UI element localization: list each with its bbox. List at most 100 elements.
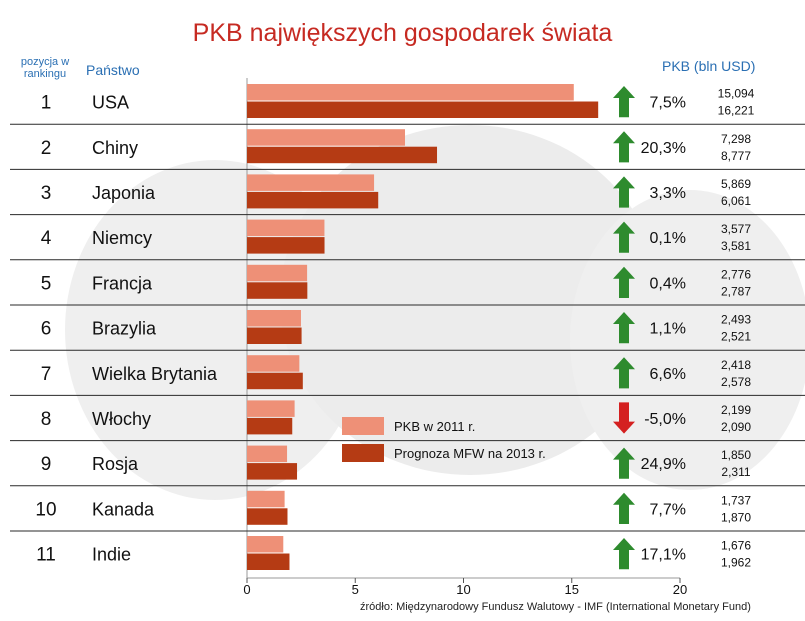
bar-2011 — [247, 264, 308, 282]
bg-bag-right — [570, 190, 805, 490]
bar-2013 — [247, 417, 293, 435]
value-2013-label: 6,061 — [721, 194, 751, 208]
change-percent: 0,4% — [650, 275, 686, 292]
x-tick-label: 20 — [673, 582, 687, 597]
country-label: USA — [92, 93, 129, 113]
value-2013-label: 3,581 — [721, 239, 751, 253]
bar-2013 — [247, 101, 599, 118]
value-2013-label: 8,777 — [721, 149, 751, 163]
arrow-down-icon — [613, 402, 635, 434]
bar-2011 — [247, 129, 406, 146]
bar-2013 — [247, 463, 298, 480]
arrow-up-icon — [613, 447, 635, 479]
value-2013-label: 2,578 — [721, 375, 751, 389]
change-percent: 7,5% — [650, 95, 686, 112]
bar-2013 — [247, 553, 290, 570]
bar-2013 — [247, 191, 379, 209]
bar-2011 — [247, 490, 285, 508]
rank-column-header: pozycja w rankingu — [20, 56, 70, 80]
x-tick-label: 0 — [243, 582, 250, 597]
change-percent: 6,6% — [650, 366, 686, 383]
country-label: Wielka Brytania — [92, 364, 218, 384]
rank-number: 3 — [41, 183, 52, 204]
rank-number: 5 — [41, 273, 52, 294]
country-label: Francja — [92, 273, 153, 293]
change-percent: 0,1% — [650, 230, 686, 247]
change-percent: 1,1% — [650, 321, 686, 338]
country-label: Brazylia — [92, 319, 157, 339]
bar-2013 — [247, 327, 302, 344]
bar-2011 — [247, 400, 295, 417]
bar-2011 — [247, 445, 288, 463]
country-label: Japonia — [92, 183, 156, 203]
bar-2011 — [247, 355, 300, 372]
legend-label-2013: Prognoza MFW na 2013 r. — [394, 446, 546, 461]
source-note: źródło: Międzynarodowy Fundusz Walutowy … — [360, 601, 751, 613]
value-2013-label: 2,787 — [721, 284, 751, 298]
arrow-up-icon — [613, 86, 635, 118]
legend-label-2011: PKB w 2011 r. — [394, 419, 475, 434]
bar-2013 — [247, 237, 325, 254]
rank-number: 8 — [41, 409, 52, 430]
value-2011-label: 3,577 — [721, 222, 751, 236]
bar-2013 — [247, 146, 438, 164]
rank-number: 11 — [36, 545, 56, 566]
rank-number: 1 — [41, 93, 52, 114]
change-percent: 3,3% — [650, 185, 686, 202]
bar-2011 — [247, 84, 574, 101]
value-2013-label: 16,221 — [718, 104, 755, 118]
bar-2013 — [247, 282, 308, 299]
change-percent: 17,1% — [641, 547, 686, 564]
country-label: Niemcy — [92, 228, 152, 248]
x-tick-label: 10 — [456, 582, 470, 597]
country-label: Kanada — [92, 499, 155, 519]
rank-number: 4 — [41, 228, 52, 249]
value-2011-label: 1,676 — [721, 539, 751, 553]
country-label: Chiny — [92, 138, 138, 158]
change-percent: -5,0% — [644, 411, 686, 428]
country-column-header: Państwo — [86, 62, 140, 78]
value-2011-label: 7,298 — [721, 132, 751, 146]
arrow-up-icon — [613, 221, 635, 253]
rank-number: 6 — [41, 319, 52, 340]
value-2013-label: 1,962 — [721, 556, 751, 570]
arrow-up-icon — [613, 357, 635, 389]
rank-number: 2 — [41, 138, 52, 159]
chart-title: PKB największych gospodarek świata — [192, 19, 613, 47]
bar-2011 — [247, 219, 325, 237]
value-2011-label: 2,493 — [721, 313, 751, 327]
value-2011-label: 2,199 — [721, 403, 751, 417]
bar-2011 — [247, 174, 375, 191]
x-tick-label: 15 — [565, 582, 579, 597]
country-label: Indie — [92, 545, 131, 565]
arrow-up-icon — [613, 266, 635, 298]
arrow-up-icon — [613, 131, 635, 163]
bar-2011 — [247, 310, 301, 327]
legend-swatch-2011 — [342, 417, 384, 435]
change-percent: 24,9% — [641, 456, 686, 473]
x-tick-label: 5 — [352, 582, 359, 597]
bg-bag-center — [280, 125, 660, 475]
value-2011-label: 2,776 — [721, 267, 751, 281]
arrow-up-icon — [613, 492, 635, 524]
value-2011-label: 1,850 — [721, 448, 751, 462]
rank-number: 7 — [41, 364, 52, 385]
value-2011-label: 5,869 — [721, 177, 751, 191]
value-2011-label: 2,418 — [721, 358, 751, 372]
arrow-up-icon — [613, 312, 635, 344]
arrow-up-icon — [613, 538, 635, 570]
value-2011-label: 15,094 — [718, 87, 755, 101]
rank-number: 10 — [35, 499, 56, 520]
change-percent: 20,3% — [641, 140, 686, 157]
value-2013-label: 1,870 — [721, 510, 751, 524]
value-2013-label: 2,311 — [721, 465, 750, 479]
bar-2011 — [247, 536, 284, 553]
country-label: Włochy — [92, 409, 151, 429]
value-2013-label: 2,521 — [721, 330, 751, 344]
gdp-column-header: PKB (bln USD) — [662, 58, 756, 74]
country-label: Rosja — [92, 454, 139, 474]
bar-2013 — [247, 372, 303, 390]
bar-2013 — [247, 508, 288, 525]
